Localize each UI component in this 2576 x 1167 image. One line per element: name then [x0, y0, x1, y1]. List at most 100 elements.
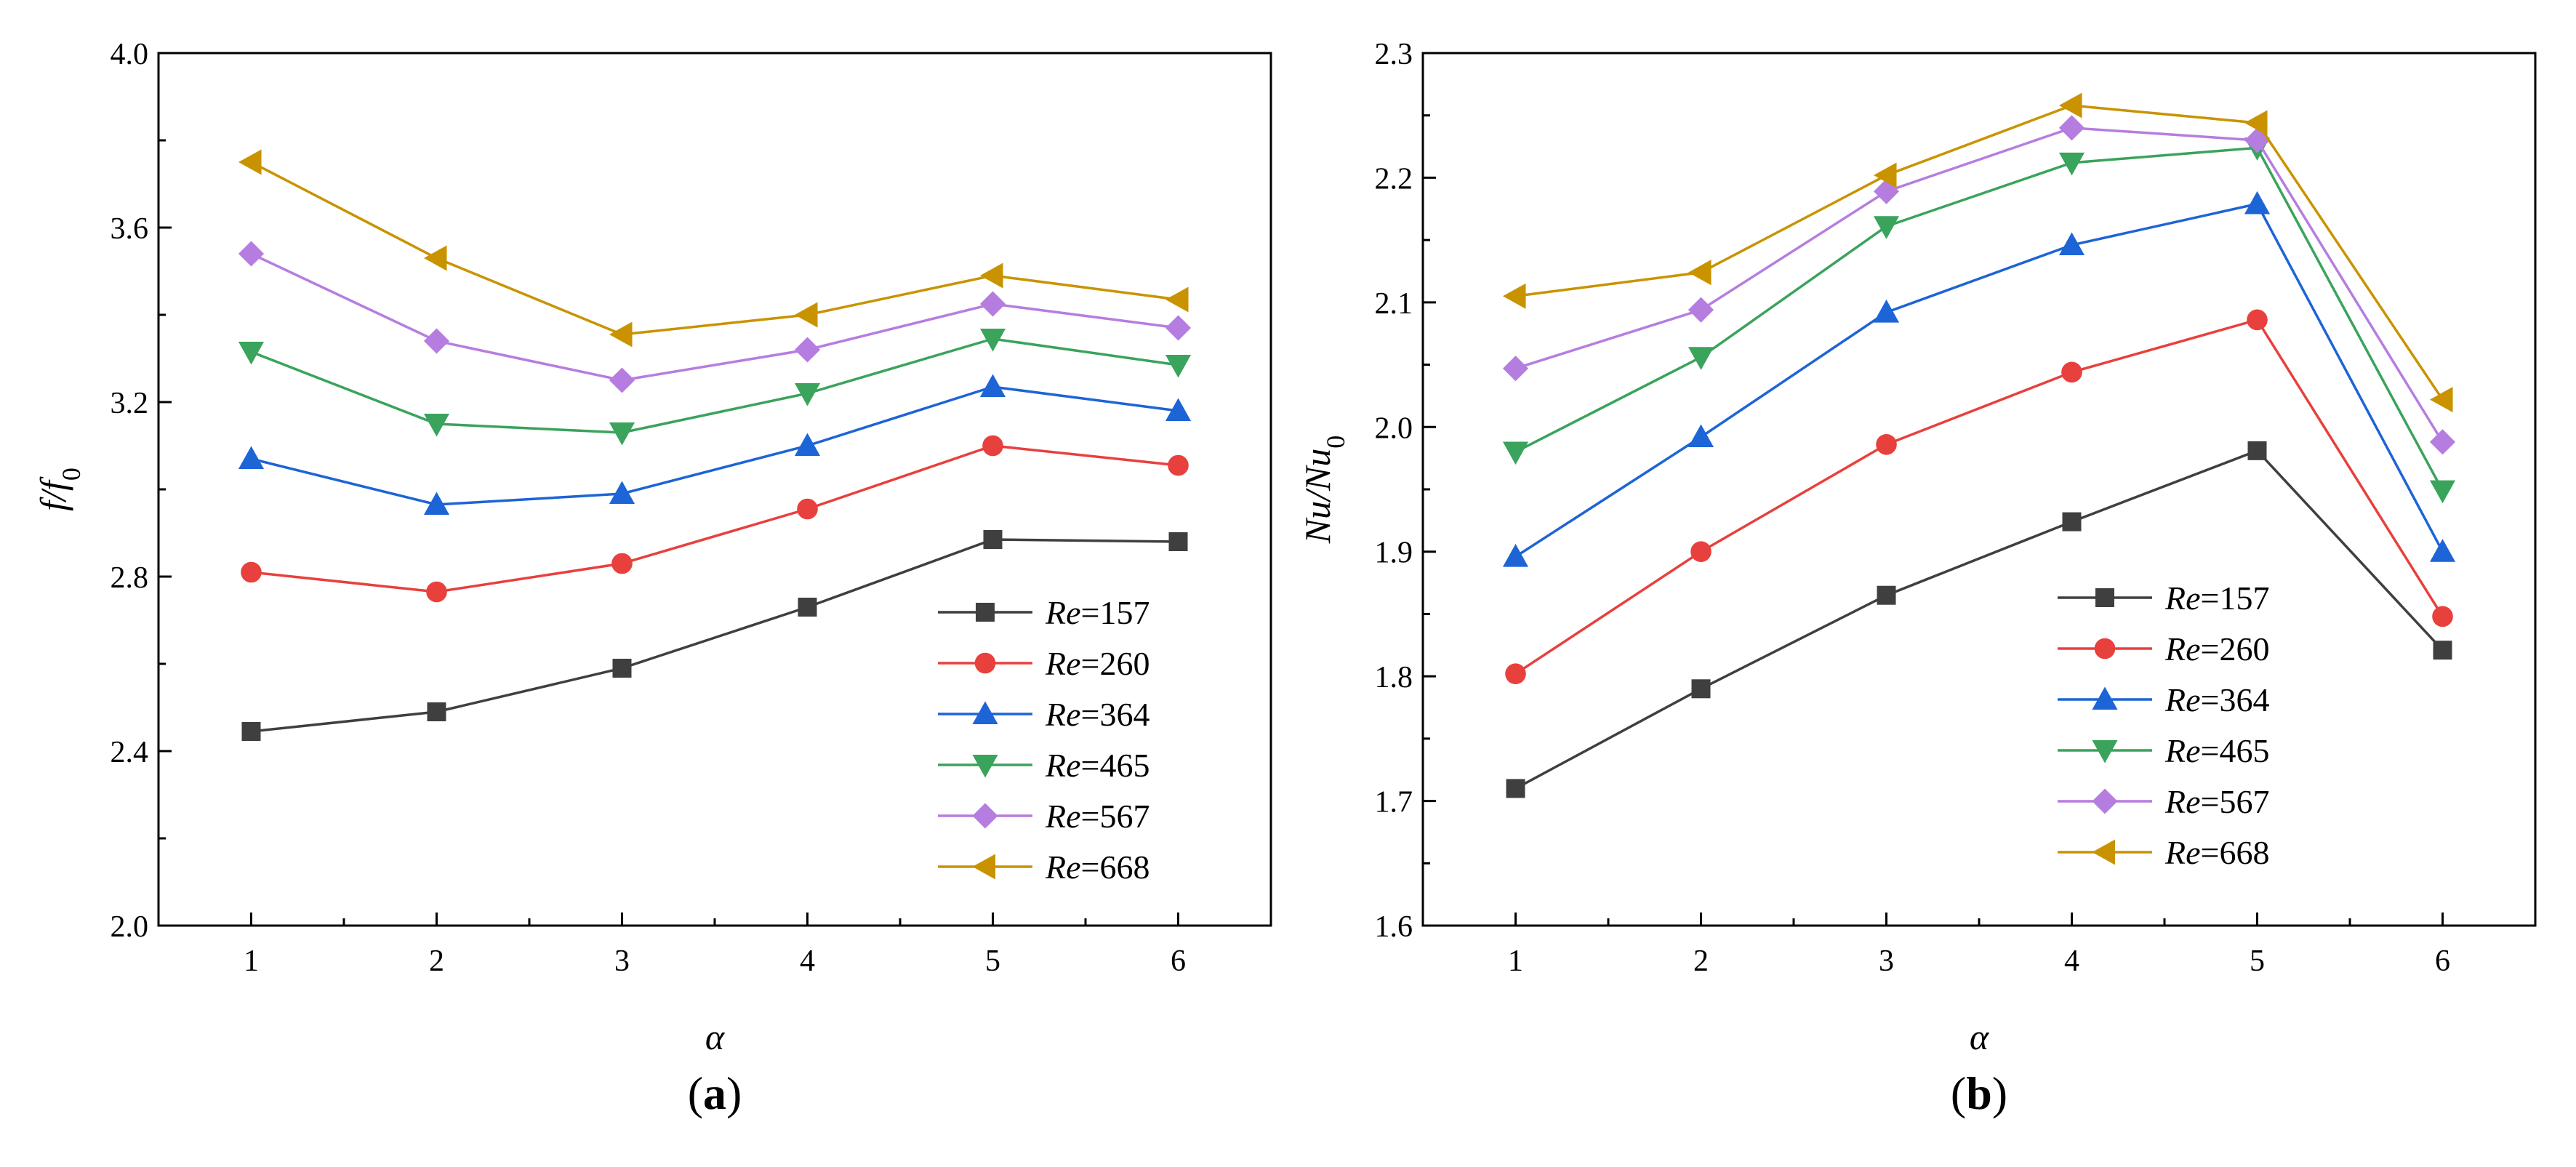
legend-label-value: =567 — [1081, 798, 1150, 835]
data-point — [1502, 356, 1529, 382]
data-point — [1876, 433, 1897, 455]
series-line — [250, 161, 1179, 336]
data-point — [798, 598, 817, 617]
x-tick-label: 6 — [1171, 945, 1186, 978]
y-tick-label: 1.7 — [1375, 786, 1413, 819]
legend-label-prefix: Re — [1045, 594, 1081, 631]
series-Re-364 — [1502, 191, 2456, 567]
series-line — [250, 337, 1179, 434]
data-point — [979, 374, 1006, 398]
legend-item: Re=465 — [938, 747, 1149, 784]
data-point — [1690, 541, 1712, 563]
legend-item: Re=260 — [938, 645, 1149, 682]
data-point — [979, 328, 1006, 352]
legend-label: Re=260 — [2164, 630, 2269, 667]
panel-label-letter: b — [1966, 1067, 1992, 1119]
data-point — [609, 367, 635, 393]
x-tick-label: 3 — [614, 945, 630, 978]
data-point — [2429, 480, 2456, 504]
legend-label: Re=364 — [2164, 681, 2269, 718]
data-point — [2062, 512, 2082, 532]
series-line — [250, 252, 1179, 382]
series-Re-157 — [1506, 441, 2452, 798]
data-point — [2429, 539, 2456, 562]
legend-item: Re=364 — [938, 696, 1149, 733]
series-line — [1514, 449, 2444, 790]
legend-label-prefix: Re — [1045, 747, 1081, 784]
series-Re-668 — [238, 149, 1189, 348]
x-tick-label: 4 — [2064, 945, 2079, 978]
legend-label-value: =364 — [2201, 681, 2270, 718]
y-axis-label: Nu/Nu0 — [1297, 436, 1350, 545]
legend-item: Re=364 — [2058, 681, 2269, 718]
x-tick-label: 5 — [2250, 945, 2265, 978]
panel-label-close: ) — [1992, 1067, 2007, 1119]
legend-item: Re=157 — [938, 594, 1149, 631]
legend-label: Re=465 — [2164, 732, 2269, 769]
data-point — [609, 422, 635, 446]
x-axis-label: α — [1970, 1016, 1990, 1057]
y-tick-label: 3.2 — [111, 387, 149, 420]
data-point — [2061, 361, 2082, 383]
y-tick-label: 2.0 — [111, 910, 149, 944]
data-point — [794, 382, 821, 406]
legend-label-prefix: Re — [2164, 681, 2201, 718]
data-point — [1168, 454, 1189, 476]
legend-label-value: =465 — [1081, 747, 1150, 784]
legend-label: Re=465 — [1045, 747, 1149, 784]
data-point — [1165, 398, 1192, 422]
series-Re-567 — [1502, 115, 2456, 455]
data-point — [1688, 347, 1714, 370]
legend-label-value: =668 — [2201, 834, 2270, 871]
y-axis-label-subscript: 0 — [1321, 436, 1350, 449]
y-axis-label-subscript: 0 — [57, 468, 86, 481]
data-point — [611, 553, 633, 574]
legend-label: Re=668 — [2164, 834, 2269, 871]
data-point — [426, 581, 447, 603]
legend-label-prefix: Re — [2164, 630, 2201, 667]
data-point — [2244, 110, 2268, 136]
data-point — [238, 241, 265, 267]
legend-marker — [972, 754, 998, 778]
data-point — [1873, 300, 1900, 323]
legend-label-value: =364 — [1081, 696, 1150, 733]
panel-label-close: ) — [726, 1067, 742, 1119]
legend-label-prefix: Re — [1045, 849, 1081, 886]
data-point — [1506, 779, 1525, 798]
legend-label-prefix: Re — [2164, 783, 2201, 820]
data-point — [1691, 679, 1711, 699]
legend-item: Re=260 — [2058, 630, 2269, 667]
legend-marker — [976, 603, 995, 622]
y-tick-label: 2.0 — [1375, 412, 1413, 445]
x-tick-label: 2 — [429, 945, 444, 978]
panel-label: (a) — [688, 1067, 742, 1119]
legend-item: Re=157 — [2058, 580, 2269, 617]
series-Re-260 — [241, 435, 1189, 603]
legend-label: Re=260 — [1045, 645, 1149, 682]
y-axis-label-main: Nu/Nu — [1297, 449, 1338, 545]
data-point — [241, 722, 261, 741]
data-point — [238, 149, 262, 175]
data-point — [1688, 424, 1714, 448]
data-point — [1165, 286, 1189, 313]
data-point — [979, 291, 1006, 317]
legend-label-prefix: Re — [2164, 580, 2201, 617]
series-line — [1514, 202, 2444, 558]
panel-label-letter: a — [703, 1067, 726, 1119]
y-tick-label: 1.6 — [1375, 910, 1413, 944]
data-point — [2058, 115, 2085, 141]
y-tick-label: 2.2 — [1375, 162, 1413, 196]
series-Re-260 — [1505, 309, 2453, 685]
data-point — [2244, 191, 2271, 214]
legend-label-prefix: Re — [1045, 645, 1081, 682]
data-point — [2247, 441, 2267, 460]
y-tick-label: 2.4 — [111, 736, 149, 769]
legend-label-value: =260 — [2201, 630, 2270, 667]
legend-marker — [2094, 638, 2116, 659]
plot-frame — [1421, 52, 2537, 927]
data-point — [609, 481, 635, 505]
x-axis-label: α — [705, 1016, 726, 1057]
series-Re-157 — [241, 530, 1188, 741]
